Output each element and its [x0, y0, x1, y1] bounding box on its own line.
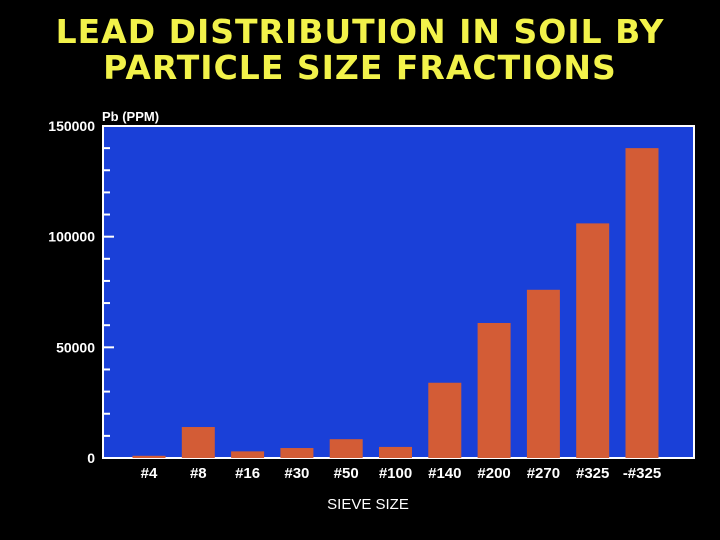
x-tick-label: #4	[141, 465, 158, 482]
y-axis-label: Pb (PPM)	[102, 109, 159, 124]
x-tick-label: #140	[428, 465, 461, 482]
bar	[576, 223, 610, 458]
x-tick-label: #50	[334, 465, 359, 482]
bar	[329, 439, 363, 458]
bar	[379, 446, 412, 458]
bars	[132, 148, 659, 458]
x-tick-label: #8	[190, 465, 207, 482]
x-tick-label: #200	[477, 465, 510, 482]
bar	[132, 455, 166, 458]
y-axis: 0 50000 100000 150000	[48, 118, 114, 466]
x-tick-label: #16	[235, 465, 260, 482]
x-tick-label: #325	[576, 465, 609, 482]
y-tick-label: 0	[87, 450, 95, 466]
x-tick-label: -#325	[623, 465, 661, 482]
bar	[280, 448, 314, 458]
bar	[181, 427, 215, 458]
x-tick-label: #270	[527, 465, 560, 482]
x-tick-label: #100	[379, 465, 412, 482]
bar	[625, 148, 659, 458]
chart-title-line-1: LEAD DISTRIBUTION IN SOIL BY	[55, 12, 665, 51]
x-axis: #4 #8 #16 #30 #50 #100 #140 #200 #270 #325 -#325	[141, 465, 662, 482]
bar	[231, 451, 265, 458]
y-tick-label: 150000	[48, 118, 95, 134]
bar	[428, 382, 462, 458]
x-axis-label: SIEVE SIZE	[327, 496, 409, 513]
chart-title-line-2: PARTICLE SIZE FRACTIONS	[103, 48, 617, 87]
y-tick-label: 100000	[48, 229, 95, 245]
bar	[477, 322, 511, 458]
bar	[526, 289, 560, 458]
chart-title: LEAD DISTRIBUTION IN SOIL BY PARTICLE SI…	[0, 14, 720, 86]
y-tick-label: 50000	[56, 339, 95, 355]
x-tick-label: #30	[284, 465, 309, 482]
